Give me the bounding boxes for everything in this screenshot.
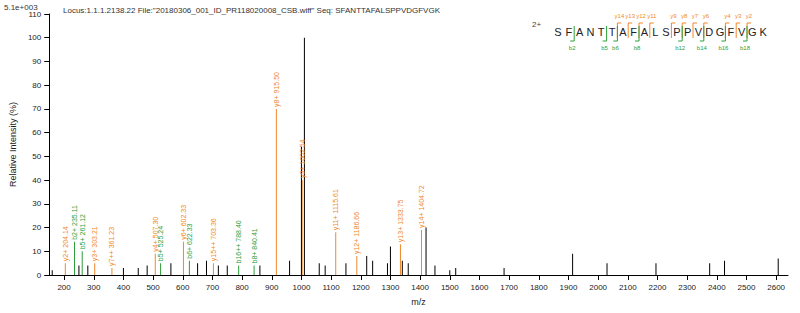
svg-text:T: T xyxy=(609,26,616,38)
svg-text:1900: 1900 xyxy=(560,283,578,292)
svg-text:90: 90 xyxy=(32,57,41,66)
svg-text:100: 100 xyxy=(28,33,42,42)
svg-text:m/z: m/z xyxy=(411,297,426,307)
svg-text:y3+ 303.21: y3+ 303.21 xyxy=(91,226,99,261)
svg-text:b5: b5 xyxy=(601,45,608,51)
svg-text:b12: b12 xyxy=(675,45,686,51)
svg-text:70: 70 xyxy=(32,104,41,113)
svg-text:P: P xyxy=(673,26,680,38)
svg-text:y13+ 1333.75: y13+ 1333.75 xyxy=(397,199,405,242)
svg-text:1500: 1500 xyxy=(441,283,459,292)
svg-text:y12: y12 xyxy=(636,13,646,19)
svg-text:2+: 2+ xyxy=(532,20,541,29)
svg-text:b14: b14 xyxy=(697,45,708,51)
svg-text:30: 30 xyxy=(32,199,41,208)
svg-text:2000: 2000 xyxy=(589,283,607,292)
svg-text:b2+ 235.11: b2+ 235.11 xyxy=(71,205,78,240)
svg-text:y9: y9 xyxy=(670,13,677,19)
svg-text:b5+ 525.24: b5+ 525.24 xyxy=(157,226,164,261)
svg-text:y4: y4 xyxy=(724,13,731,19)
svg-text:y13: y13 xyxy=(625,13,635,19)
svg-text:b2: b2 xyxy=(569,45,576,51)
svg-text:T: T xyxy=(598,26,605,38)
svg-text:5.1e+003: 5.1e+003 xyxy=(4,2,38,12)
svg-text:60: 60 xyxy=(32,128,41,137)
svg-text:2500: 2500 xyxy=(738,283,756,292)
svg-text:A: A xyxy=(619,26,627,38)
svg-text:1200: 1200 xyxy=(352,283,370,292)
svg-text:V: V xyxy=(695,26,703,38)
svg-text:2100: 2100 xyxy=(619,283,637,292)
svg-text:2400: 2400 xyxy=(708,283,726,292)
svg-text:F: F xyxy=(727,26,734,38)
svg-text:400: 400 xyxy=(117,283,131,292)
svg-text:600: 600 xyxy=(176,283,190,292)
svg-text:F: F xyxy=(630,26,637,38)
svg-text:K: K xyxy=(760,26,768,38)
svg-text:y6: y6 xyxy=(703,13,710,19)
svg-text:S: S xyxy=(554,26,561,38)
svg-text:L: L xyxy=(652,26,658,38)
svg-text:y14+ 1404.72: y14+ 1404.72 xyxy=(418,185,426,228)
svg-text:G: G xyxy=(748,26,757,38)
svg-text:0: 0 xyxy=(37,271,42,280)
svg-text:Relative Intensity (%): Relative Intensity (%) xyxy=(8,102,18,187)
svg-text:A: A xyxy=(641,26,649,38)
svg-text:y6+ 602.33: y6+ 602.33 xyxy=(179,204,187,240)
svg-text:10: 10 xyxy=(32,247,41,256)
svg-text:y9+ 1002.54: y9+ 1002.54 xyxy=(299,139,307,178)
svg-text:1800: 1800 xyxy=(530,283,548,292)
svg-text:80: 80 xyxy=(32,81,41,90)
svg-text:y11: y11 xyxy=(647,13,657,19)
svg-text:500: 500 xyxy=(146,283,160,292)
svg-text:1300: 1300 xyxy=(382,283,400,292)
svg-text:y7: y7 xyxy=(692,13,699,19)
svg-text:y2+ 204.14: y2+ 204.14 xyxy=(62,226,70,261)
svg-text:b18: b18 xyxy=(740,45,751,51)
svg-text:200: 200 xyxy=(57,283,71,292)
svg-text:y11+ 1115.61: y11+ 1115.61 xyxy=(332,189,340,230)
svg-text:20: 20 xyxy=(32,223,41,232)
svg-text:y12+ 1186.66: y12+ 1186.66 xyxy=(353,212,361,254)
svg-text:300: 300 xyxy=(87,283,101,292)
svg-text:Locus:1.1.1.2138.22 File:"2018: Locus:1.1.1.2138.22 File:"20180306_001_I… xyxy=(63,6,441,15)
svg-text:900: 900 xyxy=(265,283,279,292)
svg-text:A: A xyxy=(576,26,584,38)
svg-text:2200: 2200 xyxy=(649,283,667,292)
svg-text:40: 40 xyxy=(32,176,41,185)
svg-text:110: 110 xyxy=(28,10,41,19)
svg-text:F: F xyxy=(565,26,572,38)
svg-text:y3: y3 xyxy=(735,13,742,19)
svg-text:1700: 1700 xyxy=(500,283,518,292)
svg-text:b8: b8 xyxy=(634,45,641,51)
svg-text:b5+ 261.12: b5+ 261.12 xyxy=(79,214,86,249)
svg-text:P: P xyxy=(684,26,691,38)
svg-text:b16: b16 xyxy=(718,45,729,51)
svg-text:1400: 1400 xyxy=(411,283,429,292)
svg-text:y8+ 915.50: y8+ 915.50 xyxy=(273,72,281,107)
svg-text:G: G xyxy=(716,26,725,38)
svg-text:y2: y2 xyxy=(746,13,753,19)
svg-text:1000: 1000 xyxy=(293,283,311,292)
svg-text:y14: y14 xyxy=(615,13,625,19)
svg-text:y4+ 507.30: y4+ 507.30 xyxy=(151,216,159,252)
svg-text:b8+ 840.41: b8+ 840.41 xyxy=(251,228,258,263)
svg-text:y7++ 361.23: y7++ 361.23 xyxy=(108,227,116,266)
svg-text:D: D xyxy=(705,26,713,38)
svg-text:1600: 1600 xyxy=(471,283,489,292)
svg-text:V: V xyxy=(738,26,746,38)
svg-text:800: 800 xyxy=(235,283,249,292)
svg-text:b16++ 788.40: b16++ 788.40 xyxy=(235,220,242,263)
svg-text:y15++ 703.36: y15++ 703.36 xyxy=(210,218,218,261)
svg-text:1100: 1100 xyxy=(322,283,340,292)
svg-text:N: N xyxy=(586,26,594,38)
svg-text:y8: y8 xyxy=(681,13,688,19)
svg-text:50: 50 xyxy=(32,152,41,161)
svg-text:S: S xyxy=(662,26,669,38)
svg-text:b6: b6 xyxy=(612,45,619,51)
svg-text:2600: 2600 xyxy=(767,283,785,292)
svg-text:b6+ 622.33: b6+ 622.33 xyxy=(186,223,193,258)
svg-text:2300: 2300 xyxy=(678,283,696,292)
svg-text:700: 700 xyxy=(206,283,220,292)
